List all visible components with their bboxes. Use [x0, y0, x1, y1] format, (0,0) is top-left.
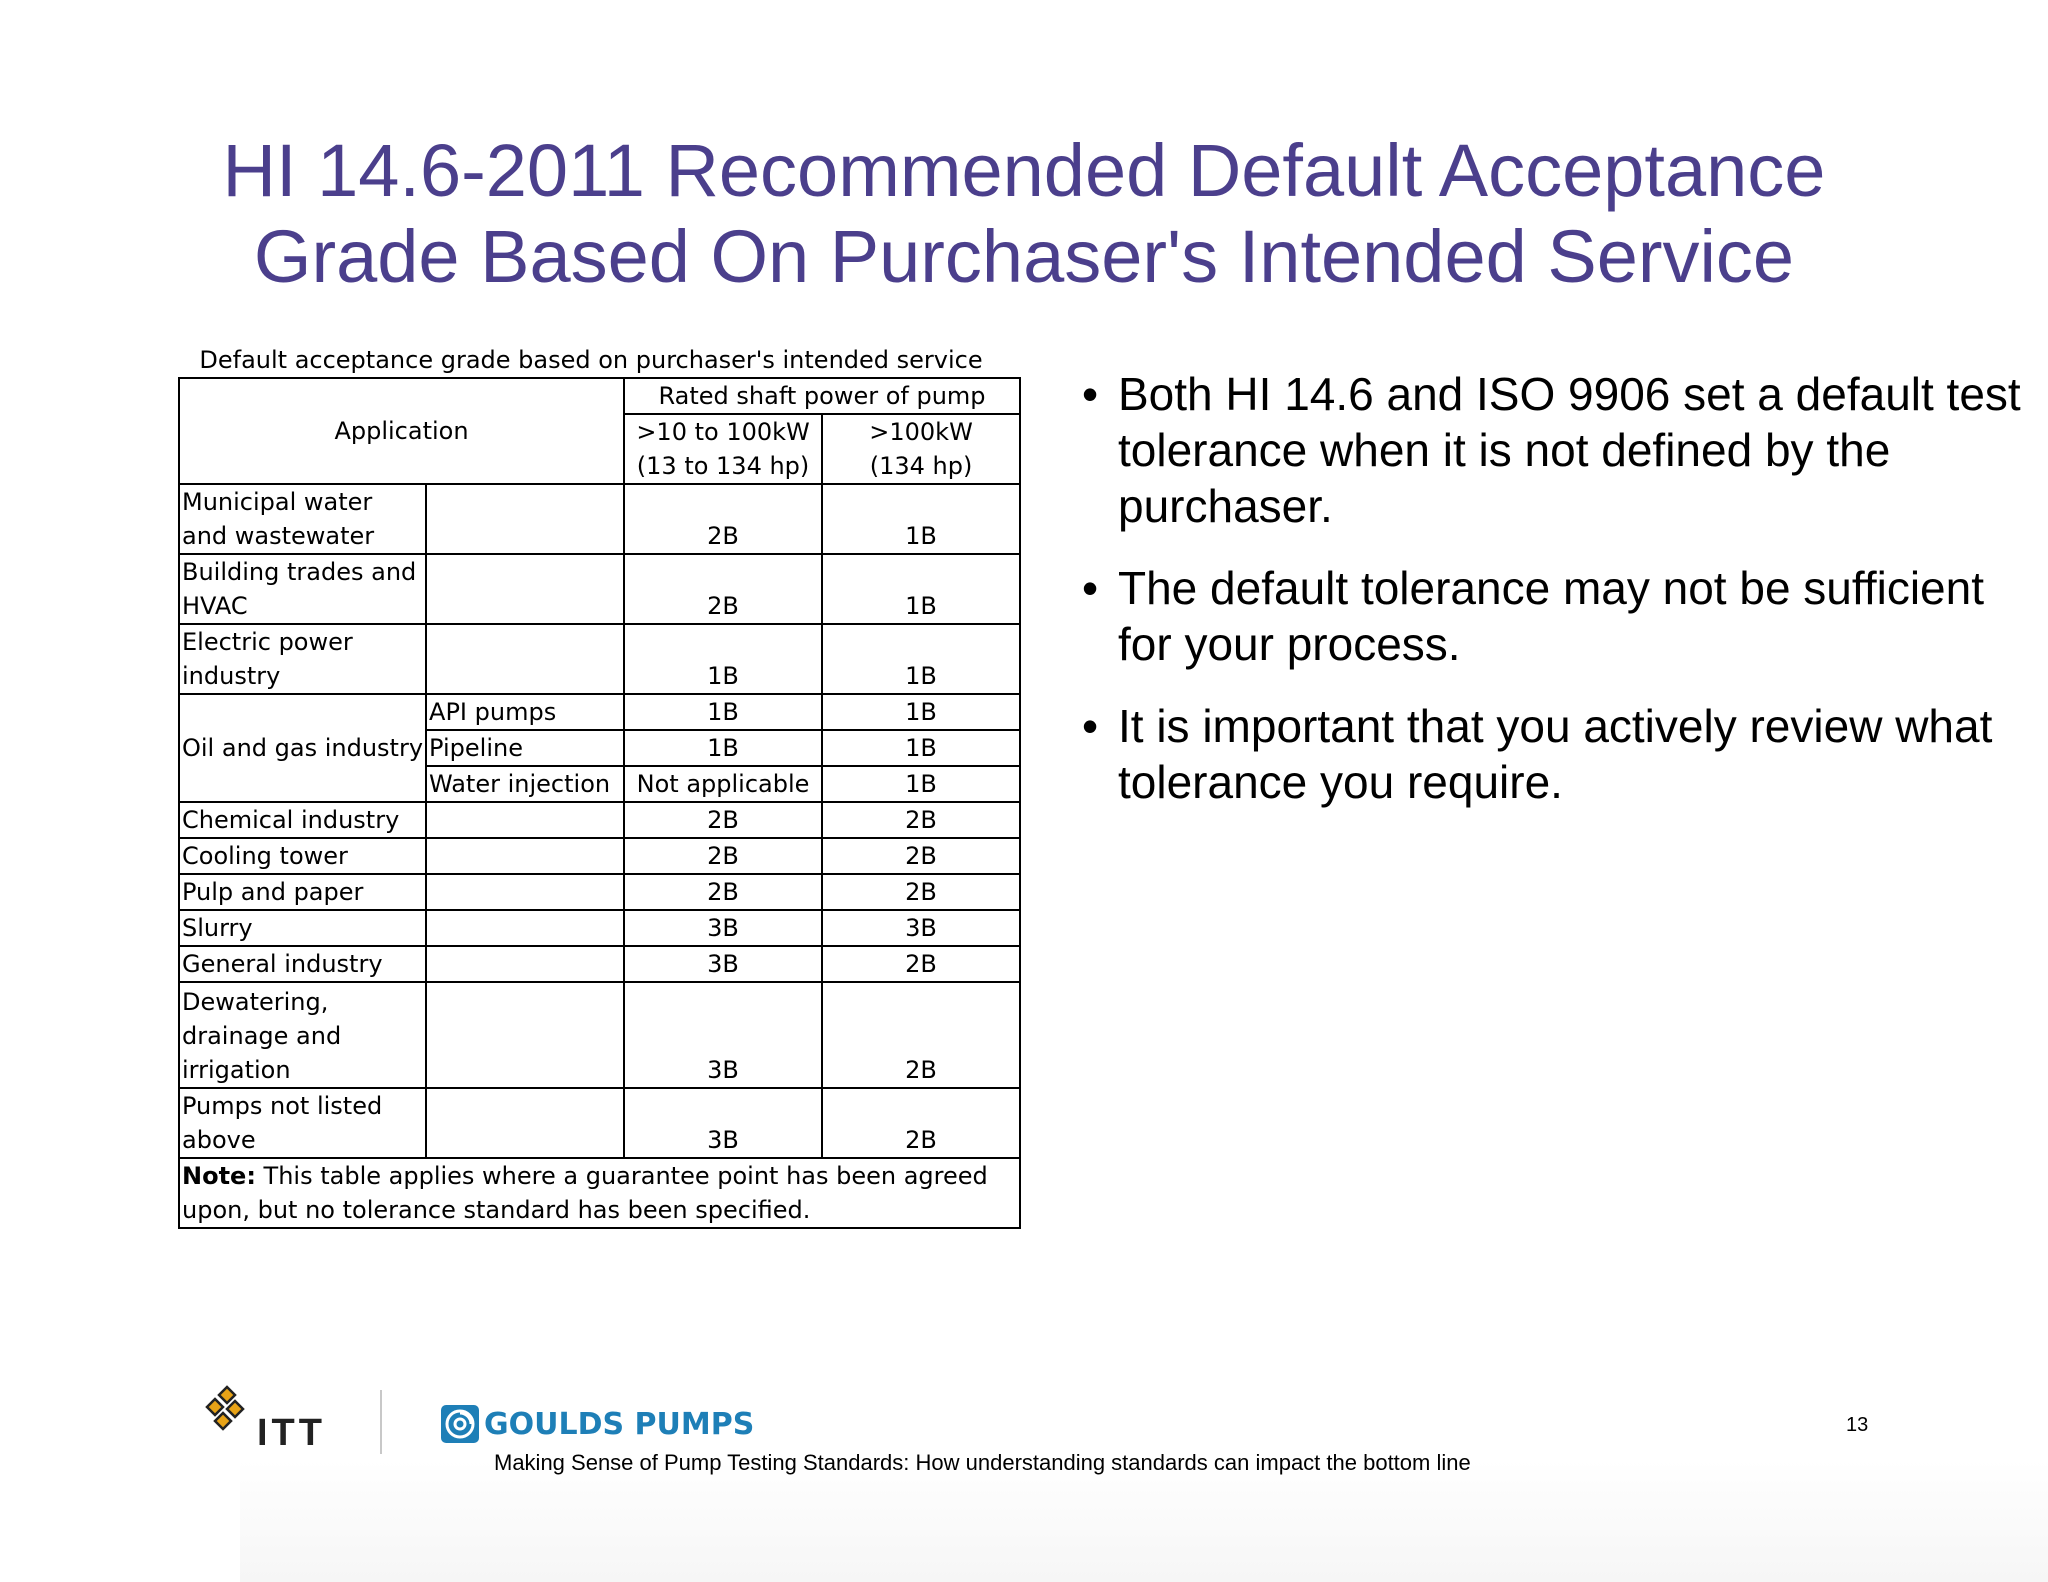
table-row: Oil and gas industry API pumps 1B 1B — [177, 693, 1022, 803]
table-row: Building trades and HVAC 2B 1B — [177, 553, 1022, 625]
grade-small-cell: 2B — [623, 553, 824, 625]
sub-application-cell — [425, 483, 626, 555]
application-cell: Chemical industry — [177, 801, 428, 839]
grade-small-cell: 2B — [623, 483, 824, 555]
application-cell: General industry — [177, 945, 428, 983]
table-row: Pulp and paper 2B 2B — [177, 873, 1022, 911]
grade-small-cell: 1B — [623, 623, 824, 695]
table-caption: Default acceptance grade based on purcha… — [199, 346, 983, 374]
grade-small-cell: 3B — [623, 1087, 824, 1159]
application-cell: Electric power industry — [177, 623, 428, 695]
header-application: Application — [177, 377, 626, 485]
grade-small-cell: 3B — [623, 909, 824, 947]
bullet-list: Both HI 14.6 and ISO 9906 set a default … — [1082, 366, 2022, 836]
table-note: Note: This table applies where a guarant… — [177, 1157, 1022, 1229]
acceptance-grade-table: Application Rated shaft power of pump >1… — [177, 377, 1022, 1229]
grade-small-cell: 3B — [623, 945, 824, 983]
slide-title-line-2: Grade Based On Purchaser's Intended Serv… — [253, 215, 1795, 298]
sub-application-cell — [425, 801, 626, 839]
table-note-text: This table applies where a guarantee poi… — [182, 1162, 988, 1224]
sub-application-cell — [425, 1087, 626, 1159]
sub-application-cell — [425, 837, 626, 875]
grade-small-cell: 2B — [623, 801, 824, 839]
grade-large-cell: 1B — [821, 729, 1022, 767]
grade-large-cell: 2B — [821, 981, 1022, 1089]
page-number: 13 — [1846, 1414, 1869, 1436]
table-row: Chemical industry 2B 2B — [177, 801, 1022, 839]
bullet-item: It is important that you actively review… — [1082, 698, 2022, 810]
header-power-small: >10 to 100kW (13 to 134 hp) — [623, 413, 824, 485]
grade-large-cell: 2B — [821, 801, 1022, 839]
sub-application-cell: Water injection — [425, 765, 626, 803]
slide-title: HI 14.6-2011 Recommended Default Accepta… — [0, 128, 2048, 300]
header-power-large-line-1: >100kW — [869, 418, 973, 446]
grade-large-cell: 2B — [821, 837, 1022, 875]
grade-small-cell: 3B — [623, 981, 824, 1089]
header-power-small-line-2: (13 to 134 hp) — [636, 452, 810, 480]
header-rated-shaft-power: Rated shaft power of pump — [623, 377, 1022, 415]
grade-large-cell: 3B — [821, 909, 1022, 947]
itt-logo-icon: ITT — [205, 1385, 326, 1454]
grade-large-cell: 1B — [821, 693, 1022, 731]
application-cell: Slurry — [177, 909, 428, 947]
grade-large-cell: 1B — [821, 553, 1022, 625]
sub-application-cell — [425, 981, 626, 1089]
sub-application-cell — [425, 553, 626, 625]
itt-logo: ITT — [205, 1385, 335, 1455]
sub-application-cell: Pipeline — [425, 729, 626, 767]
grade-small-cell: 2B — [623, 837, 824, 875]
goulds-logo-text: GOULDS PUMPS — [484, 1406, 755, 1442]
table-row: Dewatering, drainage and irrigation 3B 2… — [177, 981, 1022, 1089]
grade-small-cell: 1B — [623, 693, 824, 731]
table-row: Cooling tower 2B 2B — [177, 837, 1022, 875]
table-row: Pipeline 1B 1B — [179, 729, 1022, 767]
footer-caption: Making Sense of Pump Testing Standards: … — [494, 1450, 1471, 1475]
sub-application-cell — [425, 909, 626, 947]
sub-application-cell — [425, 945, 626, 983]
table-note-label: Note: — [182, 1162, 256, 1190]
table-row: Municipal water and wastewater 2B 1B — [177, 483, 1022, 555]
table-row: Electric power industry 1B 1B — [177, 623, 1022, 695]
itt-logo-text: ITT — [257, 1412, 326, 1454]
grade-large-cell: 1B — [821, 765, 1022, 803]
bullet-item: Both HI 14.6 and ISO 9906 set a default … — [1082, 366, 2022, 534]
sub-application-cell — [425, 623, 626, 695]
table-row: Pumps not listed above 3B 2B — [177, 1087, 1022, 1159]
application-cell: Dewatering, drainage and irrigation — [177, 981, 428, 1089]
bullet-item: The default tolerance may not be suffici… — [1082, 560, 2022, 672]
grade-large-cell: 1B — [821, 483, 1022, 555]
grade-large-cell: 1B — [821, 623, 1022, 695]
grade-large-cell: 2B — [821, 873, 1022, 911]
footer-divider — [380, 1390, 382, 1454]
grade-large-cell: 2B — [821, 1087, 1022, 1159]
header-power-large-line-2: (134 hp) — [869, 452, 973, 480]
slide-title-line-1: HI 14.6-2011 Recommended Default Accepta… — [222, 129, 1826, 212]
application-cell: Cooling tower — [177, 837, 428, 875]
grade-small-cell: Not applicable — [623, 765, 824, 803]
application-cell: Pulp and paper — [177, 873, 428, 911]
application-cell: Oil and gas industry — [177, 693, 428, 803]
goulds-pumps-logo: GOULDS PUMPS — [440, 1400, 754, 1448]
header-power-large: >100kW (134 hp) — [821, 413, 1022, 485]
header-power-small-line-1: >10 to 100kW — [636, 418, 810, 446]
footer-background — [240, 1460, 2048, 1582]
goulds-swirl-icon — [441, 1405, 479, 1443]
table-row: Slurry 3B 3B — [177, 909, 1022, 947]
sub-application-cell — [425, 873, 626, 911]
grade-small-cell: 2B — [623, 873, 824, 911]
sub-application-cell: API pumps — [425, 693, 626, 731]
grade-large-cell: 2B — [821, 945, 1022, 983]
application-cell: Municipal water and wastewater — [177, 483, 428, 555]
table-row: General industry 3B 2B — [177, 945, 1022, 983]
application-cell: Pumps not listed above — [177, 1087, 428, 1159]
application-cell: Building trades and HVAC — [177, 553, 428, 625]
grade-small-cell: 1B — [623, 729, 824, 767]
table-row: Water injection Not applicable 1B — [179, 765, 1022, 803]
